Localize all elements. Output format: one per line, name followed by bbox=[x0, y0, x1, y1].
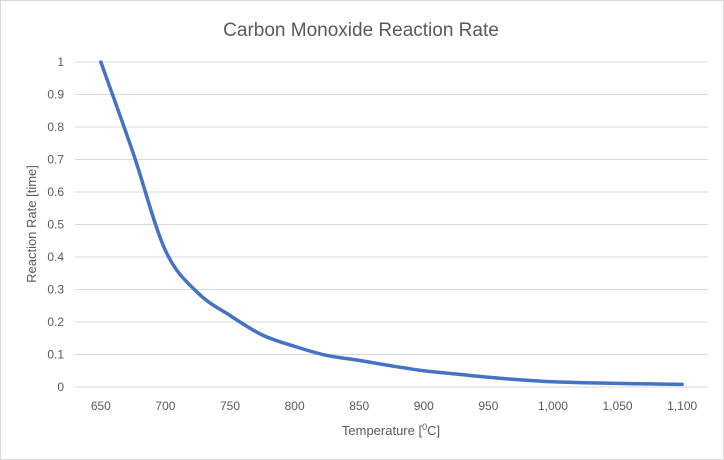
y-tick-label: 0.9 bbox=[47, 88, 64, 102]
y-tick-label: 0.7 bbox=[47, 153, 64, 167]
x-axis-title-sup: 0 bbox=[422, 422, 427, 432]
y-axis-ticks: 0 0.1 0.2 0.3 0.4 0.5 0.6 0.7 0.8 0.9 1 bbox=[47, 55, 64, 394]
x-tick-label: 1,000 bbox=[538, 399, 568, 413]
x-tick-label: 800 bbox=[285, 399, 305, 413]
series-line bbox=[99, 60, 684, 387]
y-tick-label: 0.8 bbox=[47, 120, 64, 134]
x-tick-label: 1,100 bbox=[667, 399, 697, 413]
series-layer bbox=[99, 60, 684, 387]
y-tick-label: 0 bbox=[57, 380, 64, 394]
x-tick-label: 650 bbox=[91, 399, 111, 413]
gridlines bbox=[75, 61, 708, 388]
x-tick-label: 850 bbox=[349, 399, 369, 413]
y-tick-label: 1 bbox=[57, 55, 64, 69]
x-axis-title-end: C] bbox=[427, 423, 440, 438]
y-tick-label: 0.4 bbox=[47, 250, 64, 264]
x-axis-title: Temperature [0C] bbox=[342, 422, 440, 438]
y-tick-label: 0.5 bbox=[47, 218, 64, 232]
y-axis-title: Reaction Rate [time] bbox=[24, 165, 39, 283]
x-axis-title-main: Temperature [ bbox=[342, 423, 423, 438]
x-tick-label: 900 bbox=[414, 399, 434, 413]
y-tick-label: 0.3 bbox=[47, 283, 64, 297]
y-tick-label: 0.6 bbox=[47, 185, 64, 199]
x-axis-ticks: 650 700 750 800 850 900 950 1,000 1,050 1,100 bbox=[91, 399, 698, 413]
chart-title: Carbon Monoxide Reaction Rate bbox=[223, 20, 499, 41]
y-tick-label: 0.1 bbox=[47, 348, 64, 362]
x-tick-label: 1,050 bbox=[603, 399, 633, 413]
x-tick-label: 950 bbox=[478, 399, 498, 413]
y-tick-label: 0.2 bbox=[47, 315, 64, 329]
x-tick-label: 750 bbox=[220, 399, 240, 413]
x-tick-label: 700 bbox=[155, 399, 175, 413]
